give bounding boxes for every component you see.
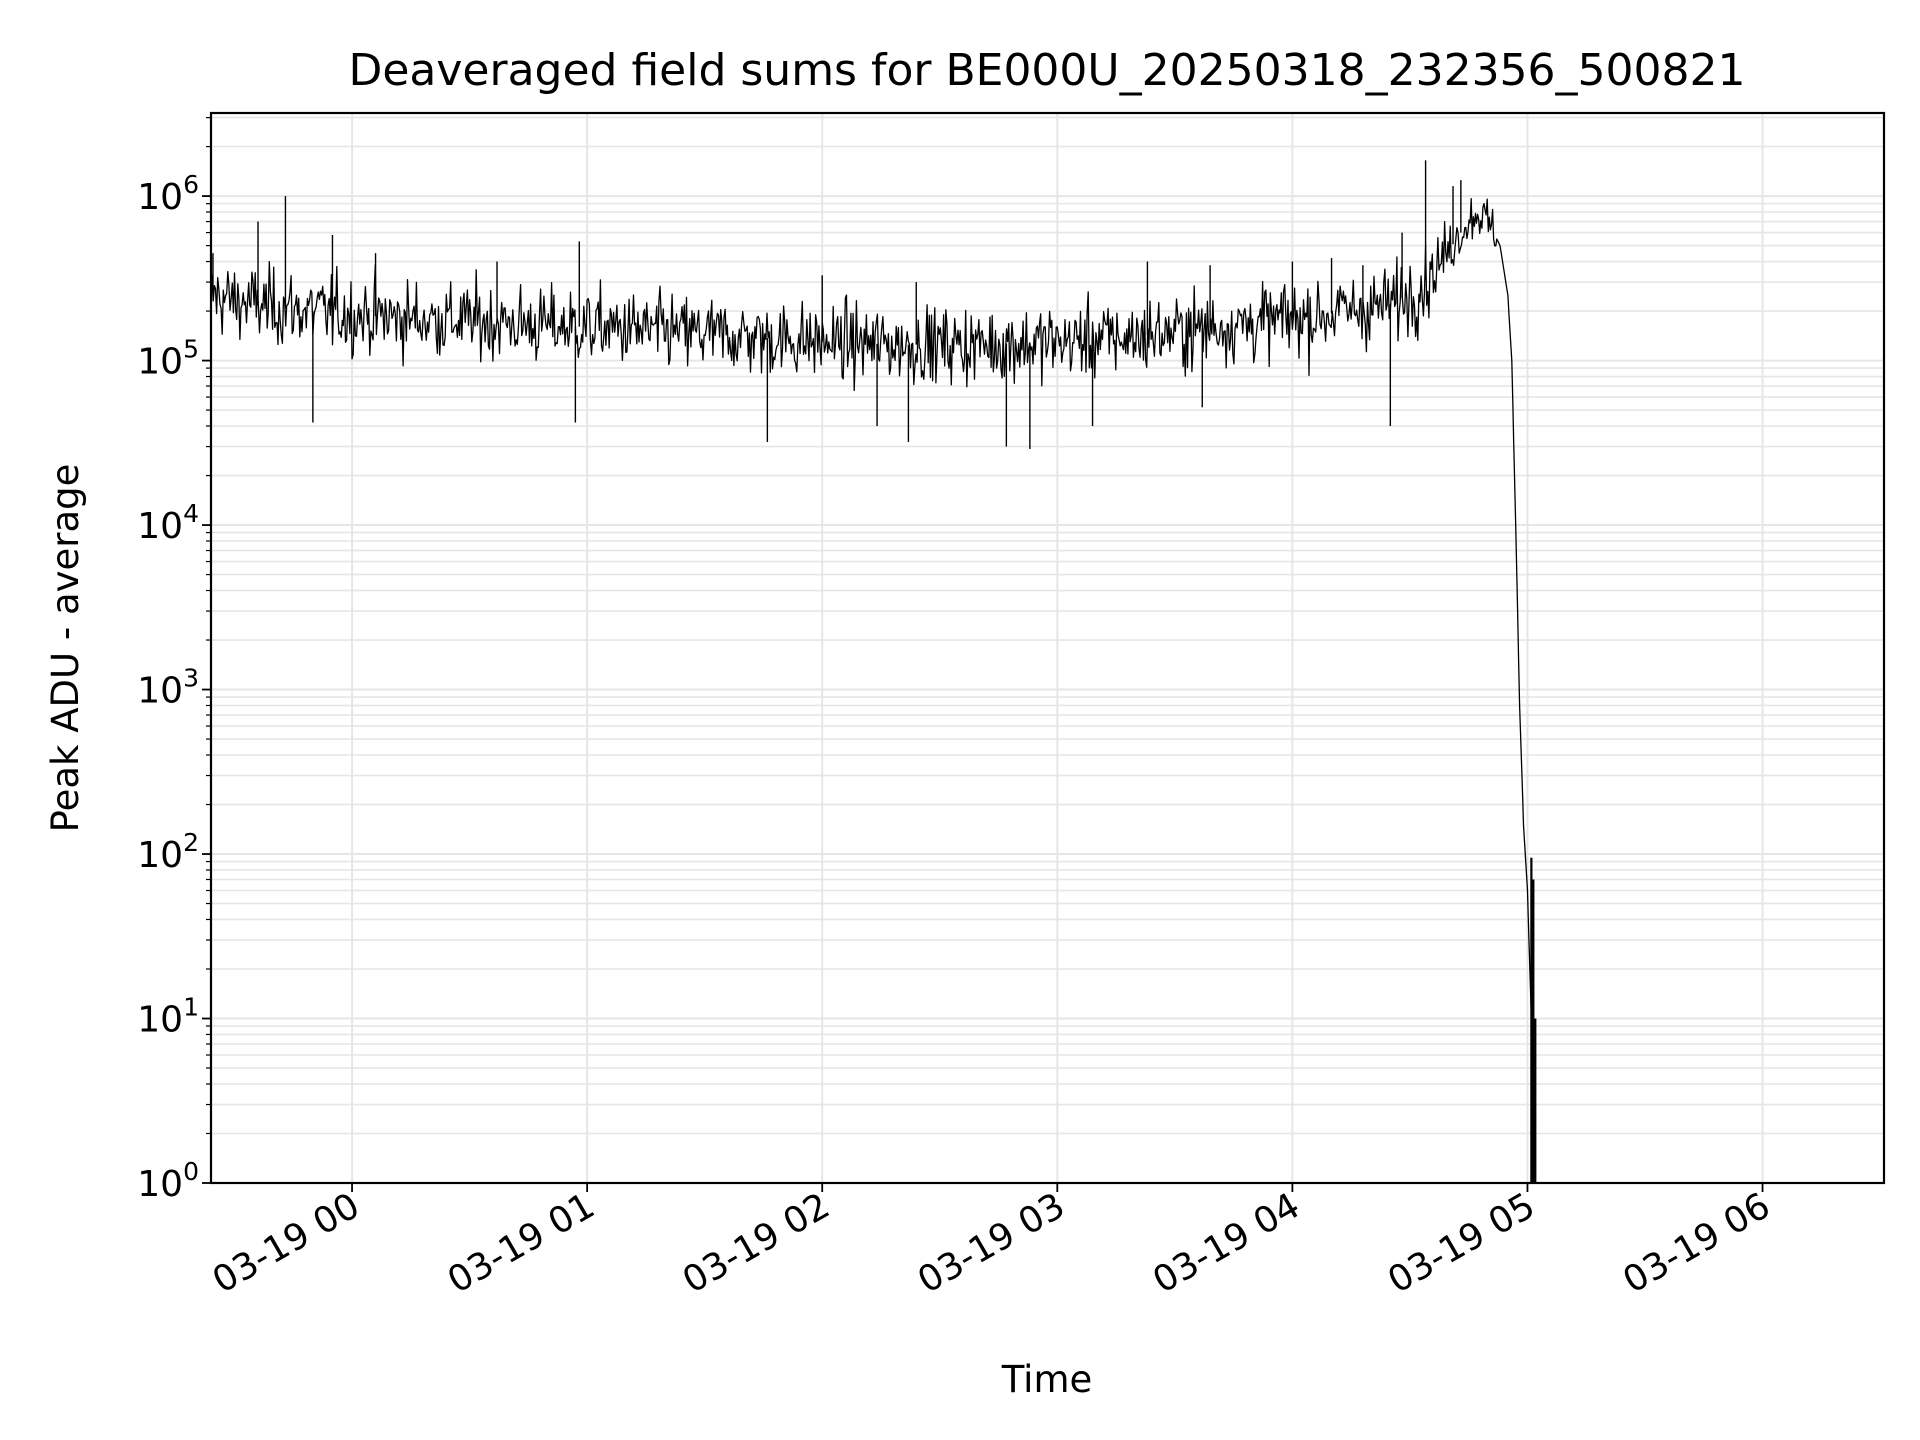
y-tick-label: 101 [137, 993, 199, 1041]
y-tick-label: 104 [137, 499, 199, 547]
y-axis: 100 101 102 103 104 105 106 [137, 117, 211, 1205]
y-tick-label: 103 [137, 664, 199, 712]
grid [211, 113, 1884, 1184]
y-tick-label: 105 [137, 335, 199, 383]
y-tick-label: 102 [137, 828, 199, 876]
plot-frame [209, 111, 1886, 1185]
y-tick-label: 106 [137, 170, 199, 218]
chart-title: Deaveraged field sums for BE000U_2025031… [348, 45, 1745, 96]
x-axis-label: Time [1001, 1358, 1093, 1401]
series-line [210, 197, 1536, 1184]
y-tick-label: 100 [137, 1157, 199, 1205]
y-axis-label: Peak ADU - average [44, 464, 87, 833]
series-layer [210, 160, 1537, 1184]
